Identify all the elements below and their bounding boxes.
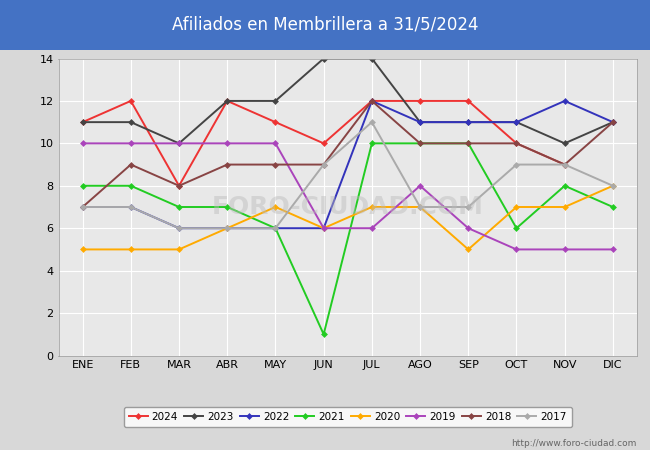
Text: http://www.foro-ciudad.com: http://www.foro-ciudad.com <box>512 439 637 448</box>
Text: FORO-CIUDAD.COM: FORO-CIUDAD.COM <box>212 195 484 219</box>
Text: Afiliados en Membrillera a 31/5/2024: Afiliados en Membrillera a 31/5/2024 <box>172 16 478 34</box>
Legend: 2024, 2023, 2022, 2021, 2020, 2019, 2018, 2017: 2024, 2023, 2022, 2021, 2020, 2019, 2018… <box>124 407 572 427</box>
